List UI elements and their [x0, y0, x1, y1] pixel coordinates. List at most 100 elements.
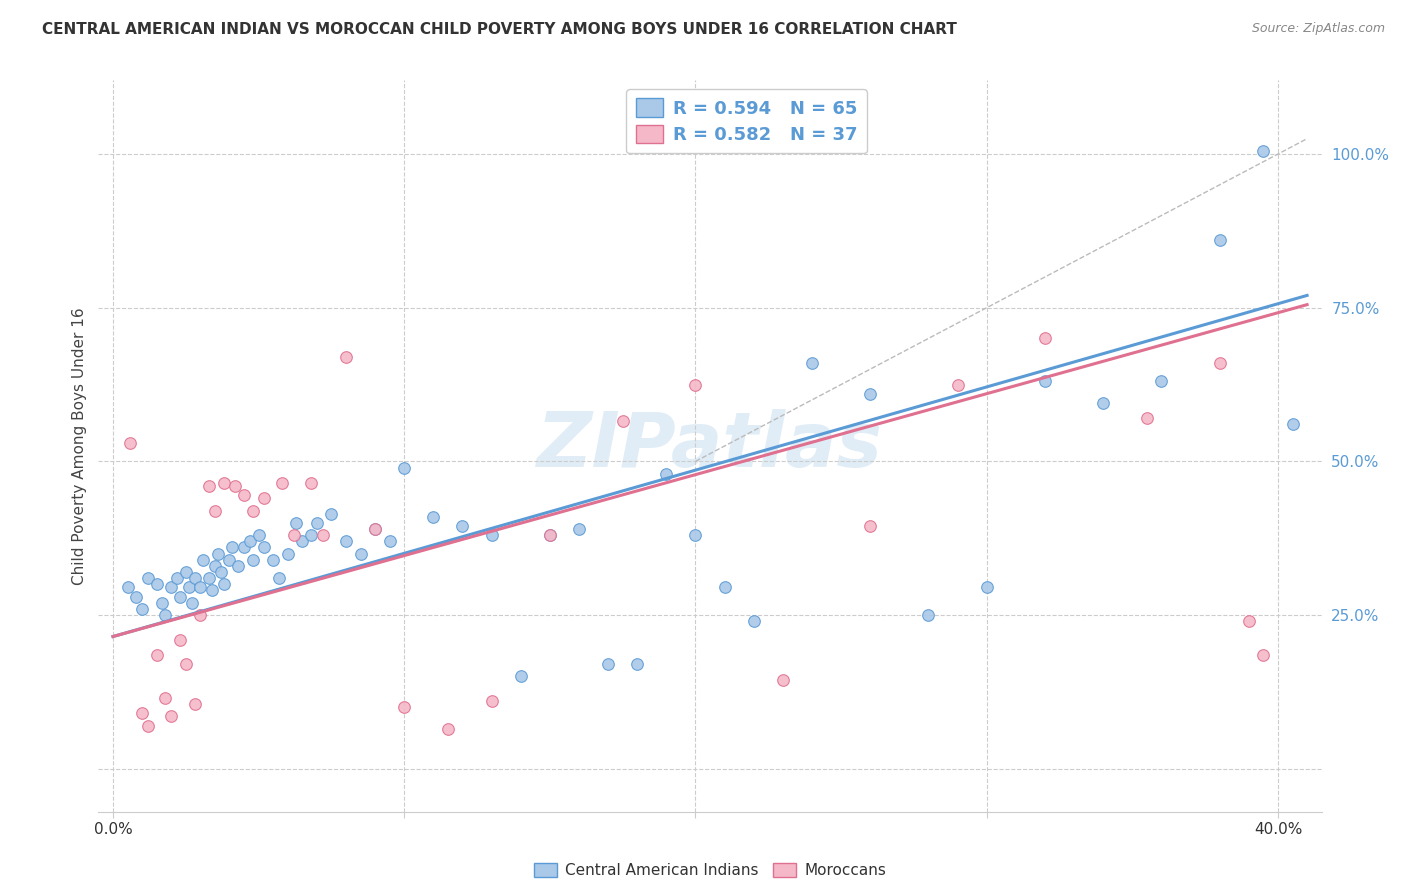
- Point: [612, 414, 634, 428]
- Point: [207, 547, 229, 561]
- Point: [145, 577, 167, 591]
- Point: [267, 571, 290, 585]
- Point: [283, 528, 305, 542]
- Point: [772, 673, 794, 687]
- Point: [183, 697, 205, 711]
- Point: [131, 602, 153, 616]
- Point: [568, 522, 591, 536]
- Point: [233, 488, 256, 502]
- Point: [655, 467, 678, 481]
- Point: [451, 519, 474, 533]
- Point: [145, 648, 167, 662]
- Point: [247, 528, 270, 542]
- Point: [742, 614, 765, 628]
- Point: [364, 522, 387, 536]
- Point: [221, 541, 243, 555]
- Text: Source: ZipAtlas.com: Source: ZipAtlas.com: [1251, 22, 1385, 36]
- Point: [1208, 356, 1232, 370]
- Point: [242, 503, 264, 517]
- Point: [285, 516, 308, 530]
- Point: [299, 475, 322, 490]
- Point: [212, 577, 235, 591]
- Point: [177, 580, 200, 594]
- Point: [1253, 648, 1275, 662]
- Point: [481, 528, 503, 542]
- Text: ZIPatlas: ZIPatlas: [537, 409, 883, 483]
- Point: [204, 558, 226, 573]
- Point: [136, 571, 159, 585]
- Point: [1208, 233, 1232, 247]
- Point: [224, 479, 246, 493]
- Point: [160, 709, 183, 723]
- Point: [1033, 331, 1056, 345]
- Point: [1033, 375, 1056, 389]
- Point: [253, 541, 276, 555]
- Point: [321, 507, 343, 521]
- Point: [1253, 144, 1275, 158]
- Point: [626, 657, 648, 672]
- Point: [242, 552, 264, 566]
- Point: [538, 528, 561, 542]
- Point: [598, 657, 620, 672]
- Point: [193, 552, 215, 566]
- Point: [685, 377, 707, 392]
- Point: [859, 386, 882, 401]
- Point: [188, 580, 212, 594]
- Point: [481, 694, 503, 708]
- Point: [1281, 417, 1303, 432]
- Point: [976, 580, 998, 594]
- Point: [183, 571, 205, 585]
- Point: [1237, 614, 1260, 628]
- Point: [394, 700, 416, 714]
- Point: [198, 571, 221, 585]
- Point: [201, 583, 224, 598]
- Point: [117, 580, 139, 594]
- Point: [160, 580, 183, 594]
- Point: [174, 565, 197, 579]
- Text: CENTRAL AMERICAN INDIAN VS MOROCCAN CHILD POVERTY AMONG BOYS UNDER 16 CORRELATIO: CENTRAL AMERICAN INDIAN VS MOROCCAN CHIL…: [42, 22, 957, 37]
- Point: [364, 522, 387, 536]
- Point: [125, 590, 148, 604]
- Point: [946, 377, 969, 392]
- Point: [174, 657, 197, 672]
- Point: [233, 541, 256, 555]
- Point: [204, 503, 226, 517]
- Point: [801, 356, 824, 370]
- Point: [270, 475, 294, 490]
- Point: [1136, 411, 1159, 425]
- Y-axis label: Child Poverty Among Boys Under 16: Child Poverty Among Boys Under 16: [72, 307, 87, 585]
- Point: [209, 565, 232, 579]
- Point: [378, 534, 401, 549]
- Point: [166, 571, 188, 585]
- Point: [253, 491, 276, 506]
- Point: [169, 590, 191, 604]
- Point: [422, 509, 444, 524]
- Legend: Central American Indians, Moroccans: Central American Indians, Moroccans: [529, 857, 891, 885]
- Point: [155, 607, 177, 622]
- Point: [136, 719, 159, 733]
- Point: [1092, 396, 1115, 410]
- Point: [226, 558, 249, 573]
- Point: [152, 596, 174, 610]
- Point: [538, 528, 561, 542]
- Point: [685, 528, 707, 542]
- Point: [239, 534, 262, 549]
- Point: [311, 528, 335, 542]
- Point: [155, 691, 177, 706]
- Point: [262, 552, 284, 566]
- Point: [299, 528, 322, 542]
- Point: [305, 516, 328, 530]
- Point: [509, 669, 531, 683]
- Point: [180, 596, 202, 610]
- Point: [198, 479, 221, 493]
- Point: [169, 632, 191, 647]
- Point: [277, 547, 299, 561]
- Point: [335, 534, 357, 549]
- Point: [394, 460, 416, 475]
- Point: [437, 722, 460, 736]
- Point: [291, 534, 314, 549]
- Point: [212, 475, 235, 490]
- Point: [917, 607, 939, 622]
- Point: [349, 547, 371, 561]
- Point: [859, 519, 882, 533]
